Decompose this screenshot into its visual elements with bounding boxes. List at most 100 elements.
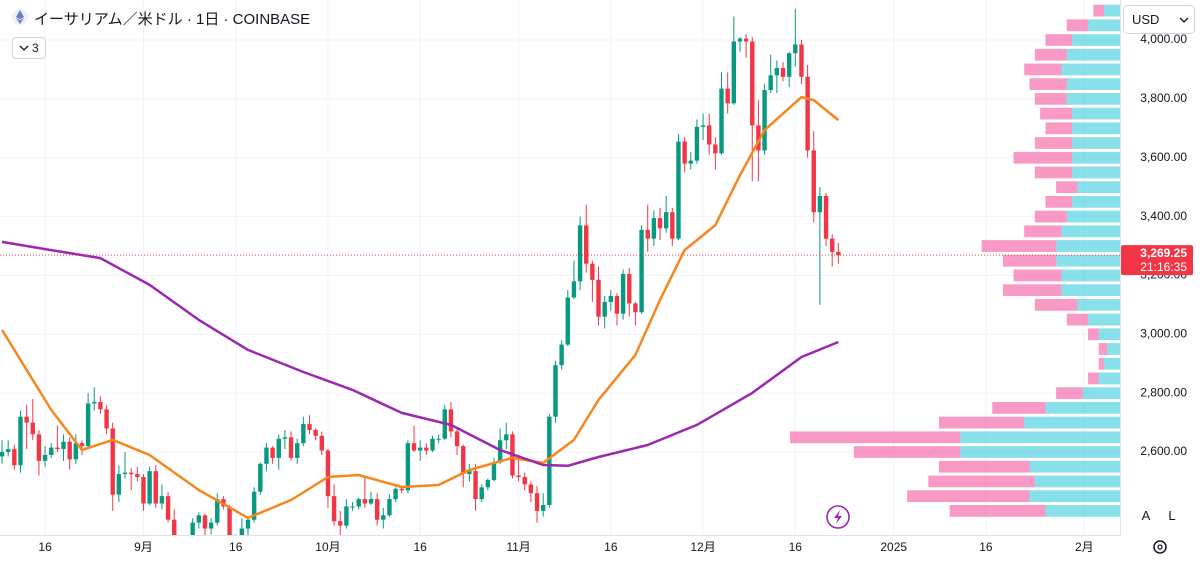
profile-up: [1098, 328, 1120, 341]
profile-down: [1098, 343, 1108, 355]
profile-down: [1034, 166, 1073, 179]
candle-body: [823, 195, 829, 239]
candle-body: [651, 218, 657, 239]
chevron: [19, 45, 29, 51]
candle-body: [30, 422, 35, 435]
candle-body: [104, 409, 109, 429]
candle-body: [128, 472, 134, 475]
candle-body: [295, 443, 300, 458]
candle-body: [614, 296, 620, 314]
profile-down: [939, 416, 1025, 429]
profile-up: [1034, 475, 1120, 488]
currency-select[interactable]: USD: [1123, 5, 1195, 34]
candle-body: [448, 409, 454, 432]
candle-body: [73, 443, 79, 460]
candle-body: [276, 438, 281, 458]
profile-down: [1034, 48, 1067, 61]
profile-down: [1066, 313, 1089, 326]
last-price-box: [1121, 245, 1193, 276]
last-price-label: 3,269.25: [1140, 246, 1187, 260]
candle-body: [153, 471, 158, 504]
candle-body: [504, 434, 509, 441]
log-scale-button[interactable]: L: [1168, 508, 1176, 523]
profile-up: [1045, 401, 1120, 414]
candle-body: [559, 344, 564, 366]
profile-up: [1024, 416, 1120, 429]
candle-body: [743, 38, 749, 42]
candle-body: [645, 229, 650, 239]
candle-body: [270, 447, 275, 458]
profile-up: [1056, 240, 1120, 252]
x-tick-label: 9月: [134, 540, 153, 554]
candle-body: [424, 447, 429, 451]
moving-average-line: [1, 240, 839, 468]
candle-body: [479, 487, 484, 500]
candle-body: [473, 471, 478, 500]
candle-body: [98, 401, 103, 410]
candle-body: [301, 424, 306, 444]
candle-body: [288, 437, 294, 458]
profile-down: [1002, 284, 1062, 297]
candle-body: [141, 477, 146, 504]
moving-average-line: [0, 95, 840, 520]
candle-body: [516, 475, 521, 478]
candle-body: [227, 506, 232, 535]
eth-icon: [12, 9, 28, 25]
candle-body: [196, 515, 202, 523]
candle-body: [793, 44, 798, 54]
indicator-count: 3: [32, 41, 39, 55]
candle-body: [596, 279, 601, 317]
candle-body: [528, 484, 534, 494]
profile-up: [1104, 357, 1120, 370]
profile-up: [1061, 63, 1120, 76]
profile-up: [1088, 19, 1120, 32]
candle-body: [178, 549, 182, 562]
profile-down: [939, 460, 1030, 473]
indicator-toggle[interactable]: 3: [12, 37, 46, 59]
bolt-icon[interactable]: [826, 505, 850, 529]
candle-body: [590, 263, 595, 280]
candle-body: [485, 479, 491, 488]
candle-body: [85, 403, 91, 447]
candle-body: [374, 499, 380, 520]
candle-body: [258, 463, 263, 492]
x-tick-label: 10月: [315, 540, 340, 554]
candle-body: [67, 441, 72, 460]
plot: [0, 9, 1120, 562]
candle-body: [0, 452, 5, 457]
candle-body: [620, 273, 626, 314]
candle-body: [571, 281, 577, 298]
candle-body: [307, 424, 312, 430]
profile-down: [1013, 151, 1073, 164]
candle-body: [362, 499, 368, 504]
x-tick-label: 16: [38, 540, 52, 554]
profile-down: [1066, 19, 1089, 32]
candle-body: [208, 522, 214, 529]
settings-icon[interactable]: [1153, 540, 1167, 554]
auto-scale-button[interactable]: A: [1141, 508, 1151, 523]
x-tick-label: 16: [979, 540, 993, 554]
x-tick-label: 16: [604, 540, 618, 554]
profile-down: [1045, 195, 1073, 208]
candle-body: [202, 515, 208, 529]
profile-down: [790, 431, 961, 444]
candle-body: [55, 447, 60, 450]
profile-down: [1098, 357, 1105, 370]
candle-body: [239, 528, 245, 535]
candle-body: [92, 401, 97, 404]
profile-down: [1045, 34, 1073, 46]
profile-down: [1024, 63, 1062, 76]
candle-body: [737, 38, 743, 42]
profile-down: [1056, 387, 1083, 400]
x-tick-label: 16: [414, 540, 428, 554]
candle-body: [135, 474, 140, 478]
chevron: [1179, 17, 1189, 23]
candle-body: [264, 447, 269, 464]
candle-body: [682, 141, 687, 164]
candle-body: [36, 434, 42, 461]
candle-body: [190, 522, 195, 535]
candle-body: [707, 125, 712, 145]
candle-body: [731, 41, 737, 104]
